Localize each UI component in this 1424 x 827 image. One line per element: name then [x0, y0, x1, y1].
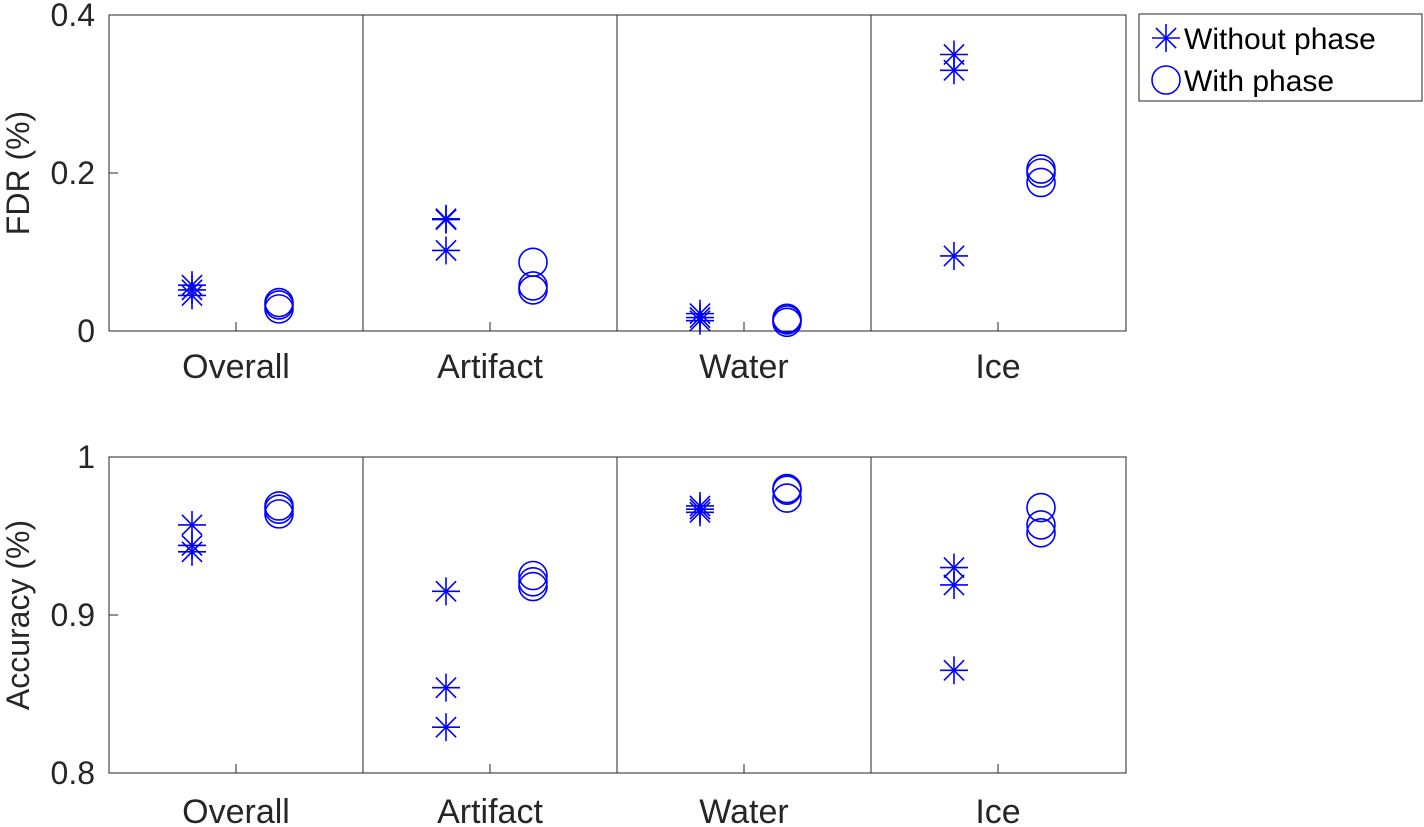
legend-marker-asterisk	[1152, 24, 1180, 52]
data-point-without-phase	[940, 241, 968, 270]
data-point-without-phase	[432, 577, 460, 606]
y-tick-label: 1	[77, 439, 95, 475]
data-point-without-phase	[432, 205, 460, 234]
x-tick-label: Artifact	[437, 793, 543, 827]
y-tick-label: 0.9	[51, 597, 95, 633]
data-point-without-phase	[178, 281, 206, 310]
x-tick-label: Overall	[182, 348, 290, 386]
data-point-without-phase	[686, 306, 714, 335]
data-point-without-phase	[940, 570, 968, 599]
data-point-without-phase	[432, 673, 460, 702]
legend-marker-circle	[1151, 65, 1181, 95]
y-tick-label: 0.4	[51, 0, 95, 33]
data-point-with-phase	[518, 275, 548, 305]
data-point-without-phase	[178, 537, 206, 566]
data-point-with-phase	[1026, 492, 1056, 523]
data-point-without-phase	[940, 56, 968, 85]
data-point-without-phase	[686, 498, 714, 527]
data-point-with-phase	[264, 491, 294, 521]
y-axis-label: FDR (%)	[0, 111, 36, 235]
data-point-with-phase	[772, 305, 802, 335]
x-tick-label: Water	[699, 348, 788, 386]
data-point-without-phase	[432, 713, 460, 742]
data-point-with-phase	[264, 294, 294, 324]
y-tick-label: 0.8	[51, 755, 95, 791]
data-point-with-phase	[1026, 167, 1056, 198]
x-tick-label: Overall	[182, 793, 290, 827]
data-point-with-phase	[1026, 518, 1056, 548]
x-tick-label: Ice	[975, 793, 1020, 827]
legend: Without phase With phase	[1138, 13, 1423, 102]
y-tick-label: 0	[77, 313, 95, 349]
y-tick-label: 0.2	[51, 155, 95, 191]
data-point-with-phase	[1026, 510, 1056, 540]
data-point-with-phase	[772, 483, 802, 513]
legend-box	[1138, 13, 1423, 102]
data-point-with-phase	[264, 499, 294, 529]
data-point-with-phase	[1026, 158, 1056, 188]
x-tick-label: Ice	[975, 348, 1020, 386]
data-point-without-phase	[940, 656, 968, 685]
y-axis-label: Accuracy (%)	[0, 520, 36, 710]
legend-label: Without phase	[1184, 23, 1376, 56]
data-point-with-phase	[518, 571, 548, 602]
data-point-with-phase	[518, 560, 548, 591]
data-point-with-phase	[772, 307, 802, 338]
legend-label: With phase	[1184, 65, 1334, 98]
data-point-without-phase	[432, 236, 460, 265]
data-point-with-phase	[772, 475, 802, 505]
data-point-with-phase	[264, 287, 294, 318]
x-tick-label: Water	[699, 793, 788, 827]
x-tick-label: Artifact	[437, 348, 543, 386]
accuracy-chart: 0.8 0.9 1 Overall Artifact Water Ice Accuracy (…	[0, 439, 1127, 827]
fdr-chart: 0 0.2 0.4 Overall Artifact Water Ice FDR (%)	[0, 0, 1127, 386]
